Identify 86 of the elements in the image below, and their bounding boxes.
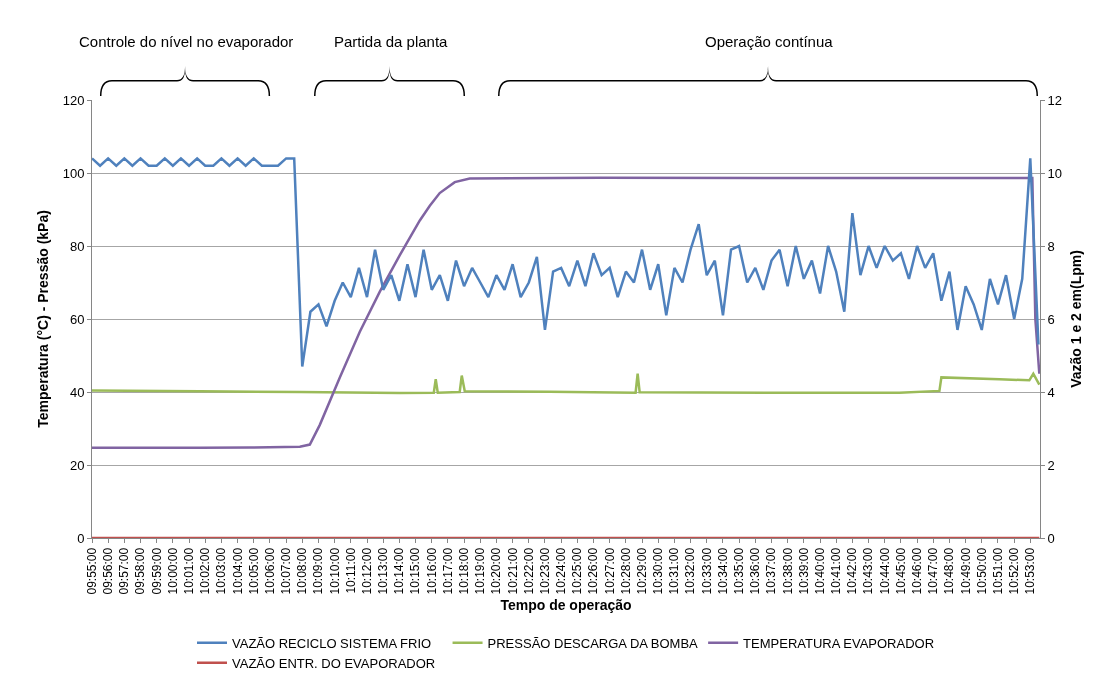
y2-tick-label: 12 — [1047, 92, 1063, 108]
y-tick-label: 40 — [69, 384, 85, 400]
x-tick-label: 09:56:00 — [101, 547, 116, 595]
x-tick-label: 10:13:00 — [376, 547, 391, 595]
x-tick-label: 10:19:00 — [473, 547, 488, 595]
x-tick-label: 10:17:00 — [440, 547, 455, 595]
y-tick-label: 120 — [62, 92, 85, 108]
y2-tick-label: 4 — [1047, 384, 1055, 400]
x-tick-label: 10:10:00 — [327, 547, 342, 595]
x-tick-label: 10:11:00 — [343, 547, 358, 594]
x-tick-label: 10:07:00 — [279, 547, 294, 595]
x-tick-label: 10:33:00 — [699, 547, 714, 595]
x-tick-label: 10:40:00 — [812, 547, 827, 595]
y2-tick-label: 6 — [1047, 311, 1055, 327]
x-tick-label: 10:24:00 — [554, 547, 569, 595]
x-tick-label: 10:06:00 — [262, 547, 277, 595]
x-tick-label: 10:37:00 — [764, 547, 779, 595]
x-tick-label: 10:20:00 — [489, 547, 504, 595]
line-series — [92, 157, 1040, 368]
y-tick-label: 0 — [77, 530, 85, 546]
x-tick-label: 10:09:00 — [311, 547, 326, 595]
y2-tick-label: 0 — [1047, 530, 1055, 546]
x-tick-label: 10:23:00 — [537, 547, 552, 595]
x-tick-label: 10:25:00 — [570, 547, 585, 595]
x-tick-label: 10:30:00 — [651, 547, 666, 595]
x-tick-label: 09:59:00 — [149, 547, 164, 595]
x-tick-label: 10:02:00 — [198, 547, 213, 595]
y-tick-label: 20 — [69, 457, 85, 473]
y2-tick-label: 10 — [1047, 165, 1063, 181]
x-tick-label: 10:27:00 — [602, 547, 617, 595]
legend-label: PRESSÃO DESCARGA DA BOMBA — [487, 635, 699, 651]
x-tick-label: 10:41:00 — [829, 547, 844, 595]
x-tick-label: 10:31:00 — [667, 547, 682, 595]
x-tick-label: 10:05:00 — [246, 547, 261, 595]
x-tick-label: 10:44:00 — [877, 547, 892, 595]
x-tick-label: 10:45:00 — [893, 547, 908, 595]
x-tick-label: 10:51:00 — [990, 547, 1005, 595]
x-tick-label: 10:12:00 — [359, 547, 374, 595]
x-tick-label: 10:28:00 — [618, 547, 633, 595]
x-tick-label: 10:32:00 — [683, 547, 698, 595]
x-tick-label: 10:43:00 — [861, 547, 876, 595]
x-tick-label: 10:01:00 — [181, 547, 196, 595]
line-series — [92, 372, 1040, 395]
x-tick-label: 10:04:00 — [230, 547, 245, 595]
x-tick-label: 09:58:00 — [133, 547, 148, 595]
y2-axis-title: Vazão 1 e 2 em(Lpm) — [1068, 250, 1085, 388]
x-tick-label: 10:15:00 — [408, 547, 423, 595]
x-tick-label: 10:08:00 — [295, 547, 310, 595]
x-tick-label: 09:55:00 — [84, 547, 99, 595]
x-tick-label: 10:26:00 — [586, 547, 601, 595]
legend-label: TEMPERATURA EVAPORADOR — [743, 635, 935, 651]
line-series — [92, 176, 1040, 450]
x-tick-label: 10:14:00 — [392, 547, 407, 595]
x-tick-label: 10:53:00 — [1023, 547, 1038, 595]
text: Partida da planta — [334, 33, 449, 50]
y-axis-title: Temperatura (°C) - Pressão (kPa) — [35, 210, 52, 428]
x-tick-label: 10:22:00 — [521, 547, 536, 595]
x-tick-label: 10:18:00 — [456, 547, 471, 595]
legend-label: VAZÃO RECICLO SISTEMA FRIO — [232, 635, 432, 651]
x-tick-label: 10:38:00 — [780, 547, 795, 595]
text: Operação contínua — [705, 33, 834, 50]
x-tick-label: 10:00:00 — [165, 547, 180, 595]
x-axis-title: Tempo de operação — [500, 596, 632, 613]
y2-tick-label: 8 — [1047, 238, 1055, 254]
x-tick-label: 10:39:00 — [796, 547, 811, 595]
y-tick-label: 100 — [62, 165, 85, 181]
x-tick-label: 10:36:00 — [748, 547, 763, 595]
y-tick-label: 60 — [69, 311, 85, 327]
x-tick-label: 10:03:00 — [214, 547, 229, 595]
x-tick-label: 10:50:00 — [974, 547, 989, 595]
x-tick-label: 10:34:00 — [715, 547, 730, 595]
x-tick-label: 10:49:00 — [958, 547, 973, 595]
x-tick-label: 10:46:00 — [910, 547, 925, 595]
x-tick-label: 09:57:00 — [117, 547, 132, 595]
x-tick-label: 10:21:00 — [505, 547, 520, 595]
x-tick-label: 10:16:00 — [424, 547, 439, 595]
text: Controle do nível no evaporador — [79, 33, 294, 50]
legend-label: VAZÃO ENTR. DO EVAPORADOR — [232, 655, 436, 671]
x-tick-label: 10:47:00 — [926, 547, 941, 595]
x-tick-label: 10:35:00 — [731, 547, 746, 595]
y-tick-label: 80 — [69, 238, 85, 254]
x-tick-label: 10:48:00 — [942, 547, 957, 595]
y2-tick-label: 2 — [1047, 457, 1055, 473]
x-tick-label: 10:29:00 — [634, 547, 649, 595]
x-tick-label: 10:42:00 — [845, 547, 860, 595]
x-tick-label: 10:52:00 — [1007, 547, 1022, 595]
